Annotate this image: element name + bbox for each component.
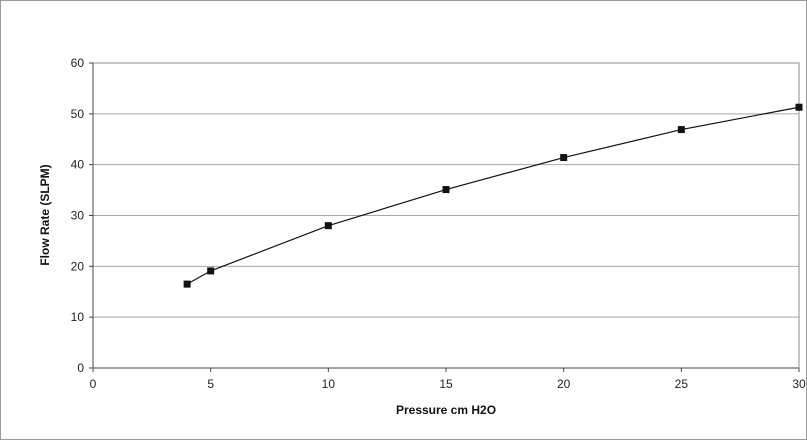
data-point-marker: [183, 280, 191, 288]
y-tick-label: 0: [77, 361, 84, 375]
x-tick-label: 25: [675, 377, 689, 391]
y-tick-label: 20: [71, 259, 85, 273]
tick-labels: 0 10 20 30 40 50 60 0 5 10 15 20 25 30: [71, 56, 806, 391]
axes: [89, 62, 800, 372]
y-tick-label: 30: [71, 209, 85, 223]
data-point-marker: [795, 103, 803, 111]
data-point-marker: [442, 186, 450, 194]
x-tick-label: 5: [207, 377, 214, 391]
y-tick-label: 40: [71, 158, 85, 172]
x-axis-title: Pressure cm H2O: [396, 403, 496, 417]
data-point-marker: [677, 126, 685, 134]
y-axis-title: Flow Rate (SLPM): [38, 164, 52, 265]
data-point-marker: [560, 154, 568, 162]
data-point-marker: [324, 222, 332, 230]
series-line: [186, 106, 800, 285]
data-series: [183, 103, 803, 288]
x-tick-label: 30: [792, 377, 806, 391]
x-tick-label: 10: [322, 377, 336, 391]
x-tick-label: 20: [557, 377, 571, 391]
y-tick-label: 60: [71, 56, 85, 70]
data-point-marker: [207, 267, 215, 275]
x-tick-label: 0: [90, 377, 97, 391]
y-tick-label: 10: [71, 310, 85, 324]
x-tick-label: 15: [439, 377, 453, 391]
y-tick-label: 50: [71, 107, 85, 121]
